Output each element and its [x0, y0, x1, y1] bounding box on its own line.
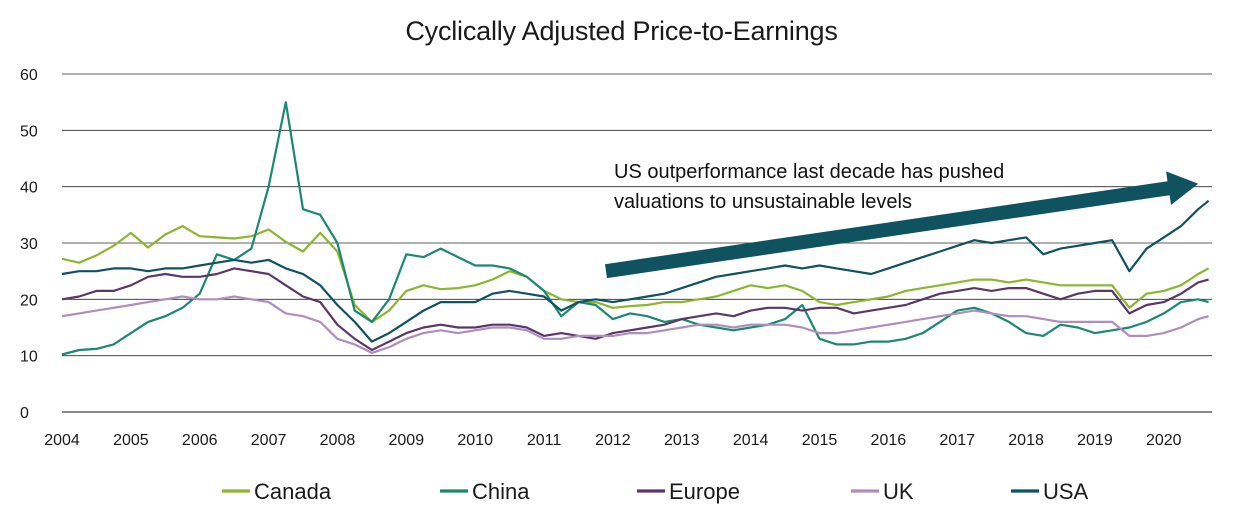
y-tick-label-20: 20	[20, 292, 38, 309]
x-tick-label-2014: 2014	[733, 432, 769, 449]
legend-item-canada: Canada	[222, 479, 332, 504]
x-tick-label-2019: 2019	[1077, 432, 1113, 449]
legend-item-china: China	[440, 479, 530, 504]
x-tick-label-2006: 2006	[182, 432, 218, 449]
legend-item-europe: Europe	[637, 479, 740, 504]
series-line-usa	[61, 199, 1210, 343]
chart-title: Cyclically Adjusted Price-to-Earnings	[405, 16, 838, 46]
x-tick-label-2012: 2012	[595, 432, 631, 449]
y-tick-label-0: 0	[20, 405, 29, 422]
annotation-text-line-1: US outperformance last decade has pushed	[614, 161, 1004, 183]
x-tick-label-2020: 2020	[1146, 432, 1182, 449]
x-tick-label-2004: 2004	[44, 432, 80, 449]
y-tick-label-60: 60	[20, 67, 38, 84]
legend-label-europe: Europe	[669, 479, 740, 504]
x-tick-label-2007: 2007	[251, 432, 287, 449]
series-line-china	[61, 101, 1209, 356]
x-tick-label-2005: 2005	[113, 432, 149, 449]
x-tick-label-2009: 2009	[389, 432, 425, 449]
legend-item-uk: UK	[851, 479, 914, 504]
x-tick-label-2011: 2011	[527, 432, 562, 449]
legend-label-canada: Canada	[254, 479, 332, 504]
y-tick-label-40: 40	[20, 180, 38, 197]
series-line-europe	[61, 267, 1209, 352]
legend-label-usa: USA	[1043, 479, 1089, 504]
annotation-arrow	[605, 171, 1199, 279]
x-tick-label-2013: 2013	[664, 432, 700, 449]
x-tick-label-2010: 2010	[457, 432, 493, 449]
x-tick-label-2017: 2017	[939, 432, 975, 449]
legend-item-usa: USA	[1011, 479, 1089, 504]
x-tick-label-2016: 2016	[871, 432, 907, 449]
legend-label-china: China	[472, 479, 530, 504]
x-tick-label-2015: 2015	[802, 432, 838, 449]
y-tick-label-50: 50	[20, 123, 38, 140]
series-line-uk	[61, 295, 1209, 354]
x-tick-label-2018: 2018	[1008, 432, 1044, 449]
annotation-text-line-2: valuations to unsustainable levels	[614, 191, 912, 213]
y-tick-label-30: 30	[20, 236, 38, 253]
series-line-canada	[61, 225, 1210, 323]
legend-label-uk: UK	[883, 479, 914, 504]
x-tick-label-2008: 2008	[320, 432, 356, 449]
y-tick-label-10: 10	[20, 349, 38, 366]
